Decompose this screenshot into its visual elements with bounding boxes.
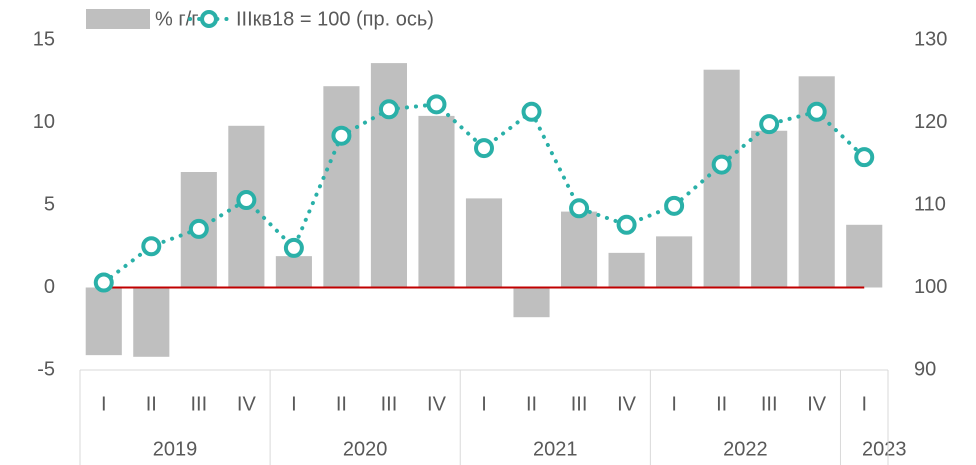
x-tick-label: IV — [427, 393, 447, 415]
line-marker — [426, 94, 447, 115]
line-marker — [759, 114, 780, 135]
y2-tick-label: 90 — [914, 358, 936, 380]
year-label: 2020 — [343, 438, 388, 460]
line-marker — [188, 218, 209, 239]
line-marker — [378, 99, 399, 120]
x-tick-label: I — [101, 393, 107, 415]
y-tick-label: 0 — [44, 276, 55, 298]
line-marker — [331, 125, 352, 146]
legend-swatch — [86, 9, 150, 29]
bar — [751, 130, 788, 288]
x-tick-label: III — [571, 393, 588, 415]
y2-tick-label: 110 — [914, 193, 946, 215]
x-tick-label: IV — [237, 393, 257, 415]
bar — [370, 63, 408, 288]
bar — [418, 115, 455, 288]
x-tick-label: III — [381, 393, 398, 415]
bar — [133, 287, 170, 357]
line-marker — [283, 237, 304, 258]
x-tick-label: II — [336, 393, 347, 415]
bar — [608, 252, 645, 288]
line-marker — [141, 236, 162, 257]
x-tick-label: II — [146, 393, 157, 415]
x-tick-label: I — [671, 393, 677, 415]
y2-tick-label: 100 — [914, 276, 947, 298]
legend-label: IIIкв18 = 100 (пр. ось) — [236, 8, 434, 30]
y2-tick-label: 130 — [914, 28, 947, 50]
line-marker — [569, 198, 590, 219]
bar — [465, 198, 503, 288]
bar — [85, 287, 122, 356]
x-tick-label: II — [716, 393, 727, 415]
y-tick-label: 10 — [33, 111, 55, 133]
bar — [846, 224, 883, 288]
bar — [560, 211, 598, 288]
y-tick-label: 15 — [33, 28, 55, 50]
year-label: 2021 — [533, 438, 578, 460]
x-tick-label: IV — [617, 393, 637, 415]
y-tick-label: -5 — [37, 358, 55, 380]
year-label: 2023 — [862, 438, 907, 460]
line-marker — [93, 272, 114, 293]
line-marker — [854, 147, 875, 168]
year-label: 2019 — [153, 438, 198, 460]
year-label: 2022 — [723, 438, 768, 460]
y2-tick-label: 120 — [914, 111, 947, 133]
line-marker — [474, 138, 494, 159]
x-tick-label: III — [761, 393, 778, 415]
x-tick-label: II — [526, 393, 537, 415]
line-marker — [236, 190, 257, 211]
x-tick-label: III — [190, 393, 207, 415]
x-tick-label: IV — [807, 393, 827, 415]
line-marker — [711, 154, 732, 175]
line-series — [101, 102, 867, 285]
line-marker — [806, 101, 827, 122]
bar — [275, 256, 312, 288]
x-tick-label: I — [481, 393, 487, 415]
line-marker — [521, 101, 542, 122]
x-tick-label: I — [291, 393, 297, 415]
legend-label: % г/г — [155, 8, 199, 30]
line-marker — [664, 195, 685, 216]
y-tick-label: 5 — [44, 193, 55, 215]
bar — [323, 86, 360, 288]
bar — [513, 287, 550, 318]
line-marker — [616, 214, 637, 235]
bar — [703, 69, 740, 288]
x-tick-label: I — [861, 393, 867, 415]
bar — [656, 236, 693, 288]
legend-marker — [200, 10, 218, 28]
